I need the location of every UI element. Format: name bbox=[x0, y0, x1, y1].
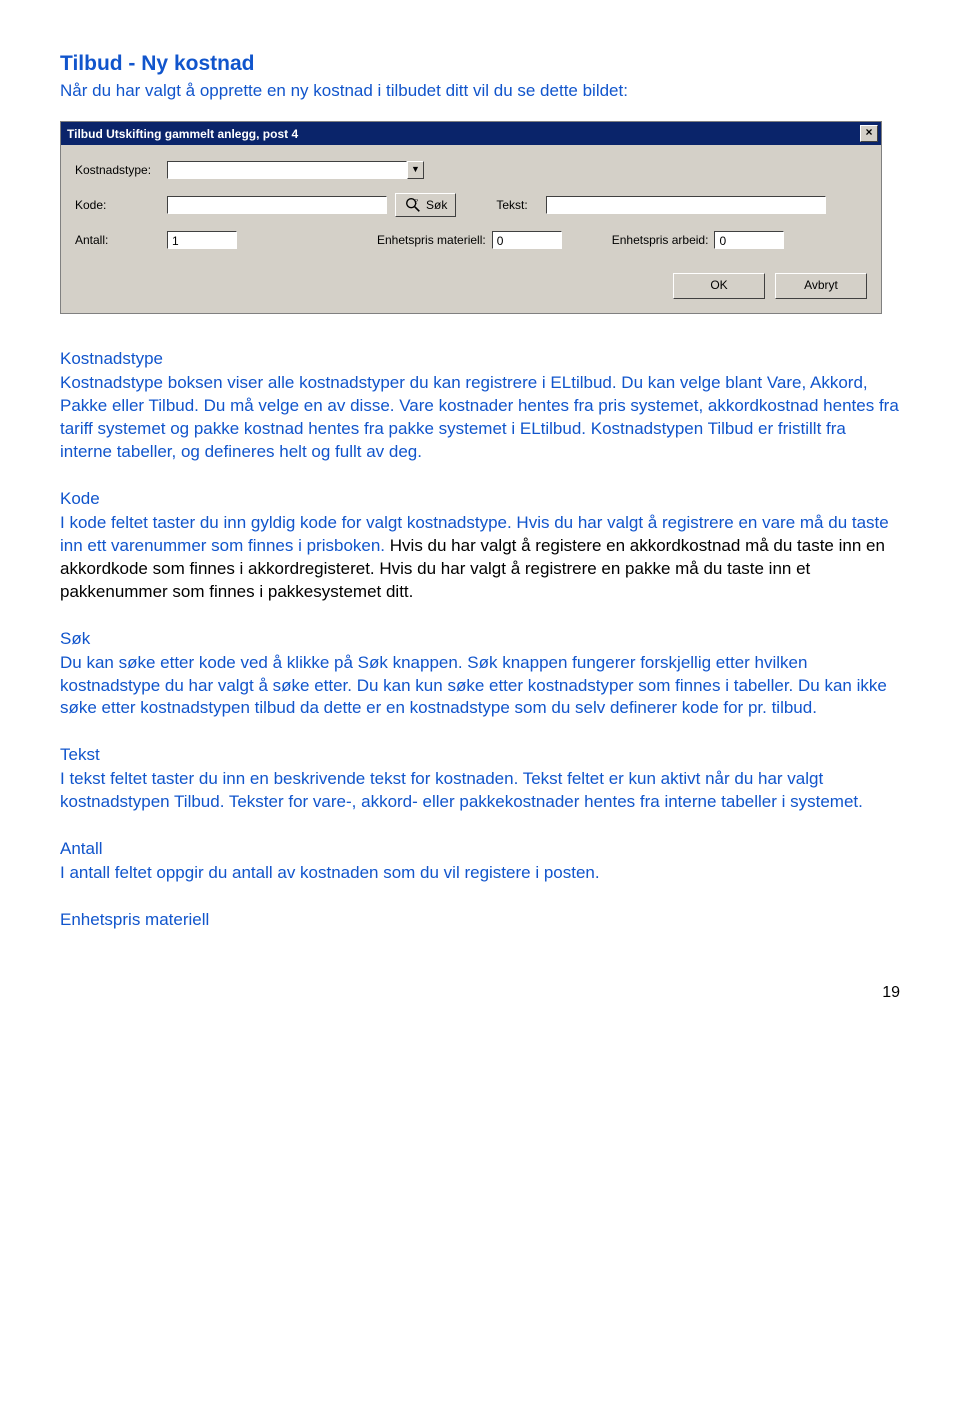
antall-input[interactable]: 1 bbox=[167, 231, 237, 249]
dialog-title: Tilbud Utskifting gammelt anlegg, post 4 bbox=[67, 126, 298, 142]
heading-tekst: Tekst bbox=[60, 744, 900, 767]
dialog-titlebar: Tilbud Utskifting gammelt anlegg, post 4… bbox=[61, 122, 881, 145]
label-kode: Kode: bbox=[75, 197, 167, 213]
heading-antall: Antall bbox=[60, 838, 900, 861]
svg-text:?: ? bbox=[415, 198, 418, 206]
heading-enhetspris-materiell: Enhetspris materiell bbox=[60, 909, 900, 932]
heading-kostnadstype: Kostnadstype bbox=[60, 348, 900, 371]
ok-button[interactable]: OK bbox=[673, 273, 765, 299]
page-title: Tilbud - Ny kostnad bbox=[60, 50, 900, 78]
label-enhetspris-materiell: Enhetspris materiell: bbox=[377, 232, 486, 248]
avbryt-button[interactable]: Avbryt bbox=[775, 273, 867, 299]
body-tekst: I tekst feltet taster du inn en beskrive… bbox=[60, 768, 900, 814]
kostnadstype-dropdown[interactable]: ▼ bbox=[167, 161, 424, 179]
page-number: 19 bbox=[60, 982, 900, 1004]
body-kode: I kode feltet taster du inn gyldig kode … bbox=[60, 512, 900, 604]
label-kostnadstype: Kostnadstype: bbox=[75, 162, 167, 178]
label-antall: Antall: bbox=[75, 232, 167, 248]
heading-sok: Søk bbox=[60, 628, 900, 651]
kode-input[interactable] bbox=[167, 196, 387, 214]
dialog-window: Tilbud Utskifting gammelt anlegg, post 4… bbox=[60, 121, 882, 314]
close-icon[interactable]: × bbox=[860, 125, 878, 142]
intro-text: Når du har valgt å opprette en ny kostna… bbox=[60, 80, 900, 103]
kostnadstype-input[interactable] bbox=[167, 161, 407, 179]
search-icon: ? bbox=[404, 196, 422, 214]
enhetspris-arbeid-input[interactable]: 0 bbox=[714, 231, 784, 249]
dialog-body: Kostnadstype: ▼ Kode: ? Søk Tekst: bbox=[61, 145, 881, 263]
body-kostnadstype: Kostnadstype boksen viser alle kostnadst… bbox=[60, 372, 900, 464]
sok-button[interactable]: ? Søk bbox=[395, 193, 456, 217]
chevron-down-icon[interactable]: ▼ bbox=[407, 161, 424, 179]
heading-kode: Kode bbox=[60, 488, 900, 511]
body-antall: I antall feltet oppgir du antall av kost… bbox=[60, 862, 900, 885]
sok-button-label: Søk bbox=[426, 197, 447, 213]
label-tekst: Tekst: bbox=[496, 197, 546, 213]
tekst-input[interactable] bbox=[546, 196, 826, 214]
body-sok: Du kan søke etter kode ved å klikke på S… bbox=[60, 652, 900, 721]
dialog-button-bar: OK Avbryt bbox=[61, 263, 881, 313]
enhetspris-materiell-input[interactable]: 0 bbox=[492, 231, 562, 249]
label-enhetspris-arbeid: Enhetspris arbeid: bbox=[612, 232, 709, 248]
